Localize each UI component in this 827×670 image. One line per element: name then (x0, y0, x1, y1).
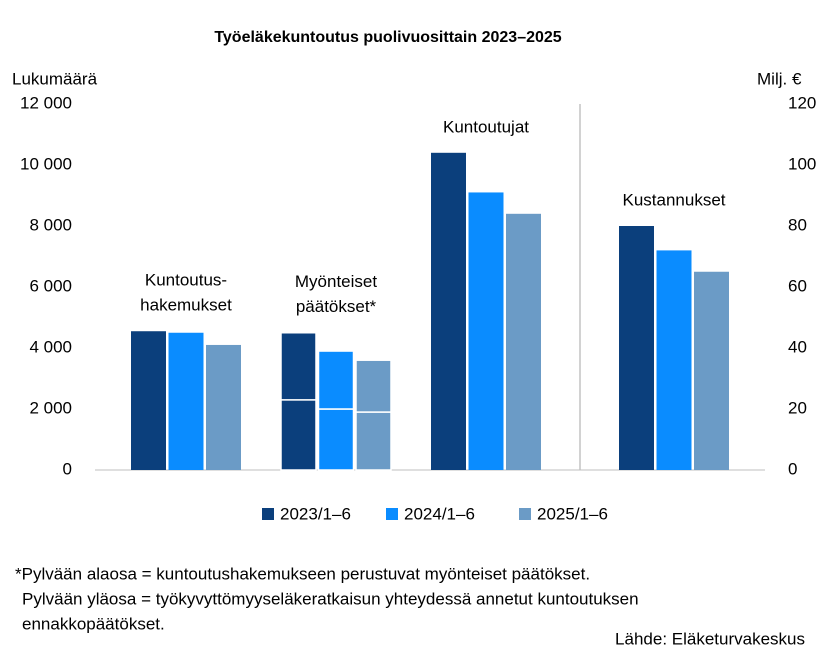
bar-segment (317, 350, 355, 410)
bar (694, 271, 729, 470)
group-label: Kuntoutus- (145, 271, 227, 290)
legend-label: 2023/1–6 (280, 504, 351, 523)
y-tick-label: 10 000 (20, 154, 72, 173)
bar (506, 213, 541, 471)
group-label: hakemukset (140, 296, 232, 315)
y-axis-title: Lukumäärä (12, 69, 98, 88)
bar (656, 250, 692, 470)
y-tick-label: 4 000 (29, 337, 72, 356)
bar-segment (355, 359, 392, 413)
group-label: Kuntoutujat (443, 117, 529, 136)
y2-tick-label: 20 (788, 398, 807, 417)
bar (468, 192, 504, 470)
legend-swatch (386, 508, 398, 520)
y-tick-label: 12 000 (20, 93, 72, 112)
group-label: Myönteiset (295, 272, 377, 291)
legend-swatch (519, 508, 531, 520)
y-tick-label: 0 (63, 459, 72, 478)
source: Lähde: Eläketurvakeskus (615, 629, 805, 648)
y2-tick-label: 0 (788, 459, 797, 478)
group-label: Kustannukset (622, 190, 725, 209)
bar (206, 344, 241, 470)
bar (168, 332, 204, 470)
legend-swatch (262, 508, 274, 520)
bar-segment (280, 332, 317, 401)
bar (619, 226, 654, 470)
y2-axis-title: Milj. € (757, 69, 802, 88)
y-tick-label: 2 000 (29, 398, 72, 417)
footnote: *Pylvään alaosa = kuntoutushakemukseen p… (15, 564, 590, 583)
footnote: ennakkopäätökset. (22, 614, 165, 633)
bar (131, 331, 166, 470)
chart-title: Työeläkekuntoutus puolivuosittain 2023–2… (214, 29, 561, 46)
y2-tick-label: 80 (788, 215, 807, 234)
legend-label: 2025/1–6 (537, 504, 608, 523)
bar-segment (280, 399, 317, 471)
bar-segment (317, 408, 355, 471)
bar (431, 152, 466, 471)
y-tick-label: 6 000 (29, 276, 72, 295)
bar-segment (355, 411, 392, 471)
y2-tick-label: 40 (788, 337, 807, 356)
y2-tick-label: 100 (788, 154, 816, 173)
y2-tick-label: 120 (788, 93, 816, 112)
y2-tick-label: 60 (788, 276, 807, 295)
legend-label: 2024/1–6 (404, 504, 475, 523)
footnote: Pylvään yläosa = työkyvyttömyyseläkeratk… (22, 589, 639, 608)
y-tick-label: 8 000 (29, 215, 72, 234)
group-label: päätökset* (296, 297, 377, 316)
